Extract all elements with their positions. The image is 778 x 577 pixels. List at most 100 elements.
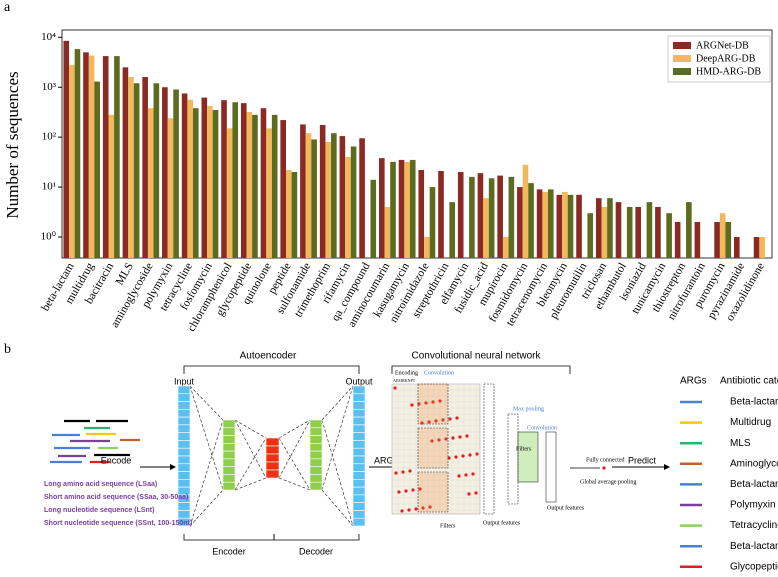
residue-dot [427,420,431,424]
cnn-title: Convolutional neural network [412,351,542,362]
sequence-type: Short nucleotide sequence (SSnt, 100-150… [44,520,192,527]
bar [142,77,148,258]
connection [189,385,224,421]
bar [221,100,227,258]
layer-cell [222,481,236,491]
layer-cell [352,455,366,465]
layer-cell [177,463,191,472]
autoencoder-title: Autoencoder [240,351,297,362]
output-features-label: Output features [547,504,585,511]
layer-cell [309,427,323,436]
layer-cell [177,432,191,441]
bar [94,81,100,258]
legend-swatch [673,55,691,62]
layer-cell [265,437,280,447]
decoder-label: Decoder [299,546,333,556]
category-list: Beta-lactam Multidrug MLS Aminoglycoside Bet… [680,397,778,572]
bar [595,198,602,258]
max-pooling-label: Max pooling [513,406,544,412]
residue-dot [455,416,459,420]
bar [305,133,312,258]
layer-cell [309,466,323,475]
layer-cell [177,502,191,511]
layer-cell [177,416,191,426]
residue-dot [421,506,425,510]
bar [404,161,410,258]
layer-cell [265,469,280,479]
bar [339,136,346,258]
residue-dot [438,399,442,403]
bar [517,187,523,258]
layer-cell [352,409,366,418]
bar [192,108,199,259]
bar [635,206,642,258]
layer-cell [352,432,366,441]
bracket [391,365,571,374]
category-label: Beta-lactam [730,397,778,408]
connection [189,385,224,491]
residue-dot [418,487,422,491]
bar [88,55,95,258]
bar [418,169,425,258]
bracket [273,534,360,541]
layer-cell [265,453,280,463]
bar [240,103,247,258]
encode-label: Encode [101,455,132,465]
cnn-grid [391,383,557,515]
bar [390,161,396,258]
residue-dot [397,490,401,494]
residue-dot [451,436,455,440]
residue-dot [393,386,397,390]
connection [234,477,267,491]
connection [278,437,311,491]
filter [417,471,449,513]
layer-cell [177,424,191,433]
bar [488,178,495,258]
bar [187,99,193,258]
y-tick-label: 10⁴ [41,31,56,43]
residue-dot [437,438,441,442]
bar [201,97,208,258]
args-header: ARGs [680,376,707,387]
bar [173,89,179,258]
layer-cell [352,479,366,488]
residue-dot [401,470,405,474]
connection [189,489,224,527]
residue-dot [461,454,465,458]
filter [517,431,539,483]
y-tick-label: 10¹ [42,181,56,193]
residue-dot [431,400,435,404]
layer-cell [352,401,366,410]
layer-cell [177,447,191,457]
residue-dot [394,471,398,475]
bar [384,206,391,258]
bar [398,159,405,258]
bar [674,221,681,258]
bar [300,124,306,258]
bar [133,83,140,258]
output-label: Output [345,376,373,386]
bar [153,83,160,258]
bar [108,114,115,258]
sequence-lines [50,419,140,464]
bar [502,237,509,258]
bar [714,221,720,258]
bar [483,198,489,258]
connection [321,489,354,527]
bar [226,128,233,258]
connection [321,385,354,421]
residue-dot [410,403,414,407]
layer-cell [222,466,236,475]
residue-dot [471,472,475,476]
bar [562,191,568,258]
bar [271,114,278,258]
predict-label: Predict [628,455,657,465]
layer-cell [177,471,191,480]
layer-cell [177,385,191,395]
y-tick-label: 10³ [42,81,57,93]
bar [666,213,672,258]
bar [162,87,168,259]
convolution-label: Convolution [527,425,557,431]
layer-cell [309,419,323,429]
